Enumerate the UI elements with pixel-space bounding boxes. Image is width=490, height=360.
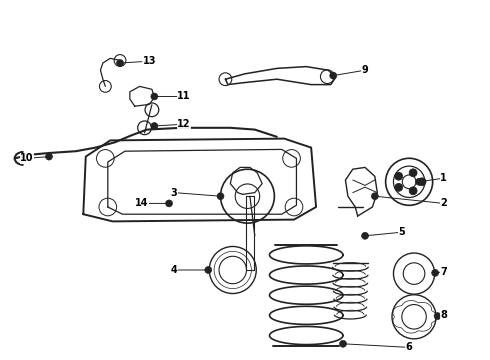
Text: 7: 7 (440, 267, 447, 277)
Circle shape (151, 93, 158, 100)
Text: 9: 9 (362, 65, 368, 75)
Text: 2: 2 (440, 198, 447, 208)
Text: 14: 14 (135, 198, 149, 208)
Circle shape (46, 153, 52, 160)
Circle shape (151, 122, 158, 130)
Circle shape (166, 200, 172, 207)
Text: 13: 13 (143, 56, 156, 66)
Text: 5: 5 (398, 227, 405, 237)
Circle shape (217, 193, 224, 200)
Text: 1: 1 (440, 173, 447, 183)
Circle shape (409, 187, 417, 195)
Circle shape (434, 312, 441, 320)
Circle shape (371, 193, 378, 200)
Circle shape (418, 178, 426, 186)
Circle shape (432, 269, 439, 276)
Text: 11: 11 (177, 91, 191, 102)
Text: 3: 3 (171, 188, 177, 198)
Text: 10: 10 (20, 153, 34, 163)
Text: 12: 12 (177, 119, 191, 129)
Circle shape (205, 266, 212, 274)
Circle shape (362, 232, 368, 239)
Circle shape (395, 172, 403, 180)
Circle shape (395, 184, 403, 191)
Circle shape (117, 59, 123, 67)
Circle shape (416, 178, 422, 185)
Text: 4: 4 (171, 265, 177, 275)
Circle shape (330, 72, 337, 79)
Text: 8: 8 (440, 310, 447, 320)
Text: 6: 6 (406, 342, 413, 352)
Circle shape (340, 340, 346, 347)
Circle shape (409, 169, 417, 177)
